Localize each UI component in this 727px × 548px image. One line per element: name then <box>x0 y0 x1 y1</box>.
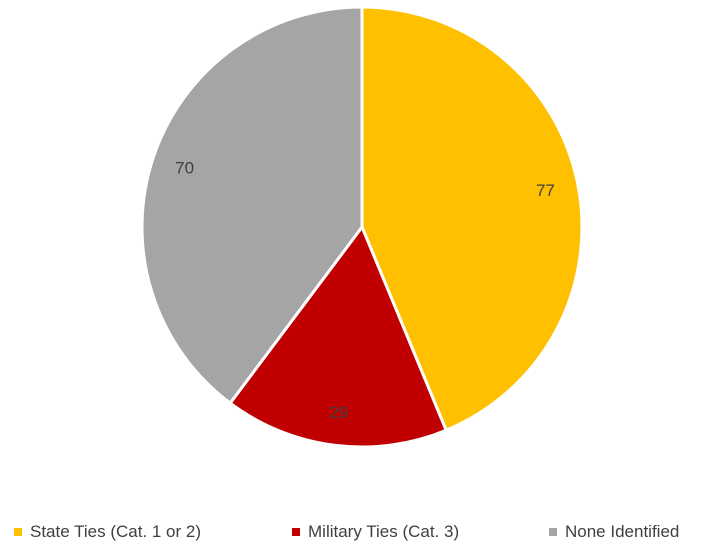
data-label-none-identified: 70 <box>175 158 194 177</box>
legend-label-state-ties: State Ties (Cat. 1 or 2) <box>30 522 202 541</box>
pie-slice-none-identified <box>140 5 364 405</box>
legend-item-none-identified: None Identified <box>549 520 679 544</box>
pie-data-labels: 77 29 70 <box>175 158 555 422</box>
pie-slice-military-ties-cat-3 <box>228 225 448 449</box>
legend-swatch-military-ties <box>292 528 300 536</box>
legend-item-military-ties: Military Ties (Cat. 3) <box>292 520 459 544</box>
data-label-state-ties-cat-1-or-2: 77 <box>536 181 555 200</box>
legend-label-military-ties: Military Ties (Cat. 3) <box>308 522 460 541</box>
legend-swatch-state-ties <box>14 528 22 536</box>
pie-slice-state-ties-cat-1-or-2 <box>360 5 584 432</box>
legend-swatch-none-identified <box>549 528 557 536</box>
chart-legend: State Ties (Cat. 1 or 2) Military Ties (… <box>0 520 727 544</box>
legend-item-state-ties: State Ties (Cat. 1 or 2) <box>14 520 201 544</box>
legend-label-none-identified: None Identified <box>565 522 680 541</box>
data-label-military-ties-cat-3: 29 <box>329 403 348 422</box>
pie-slices <box>140 5 584 449</box>
